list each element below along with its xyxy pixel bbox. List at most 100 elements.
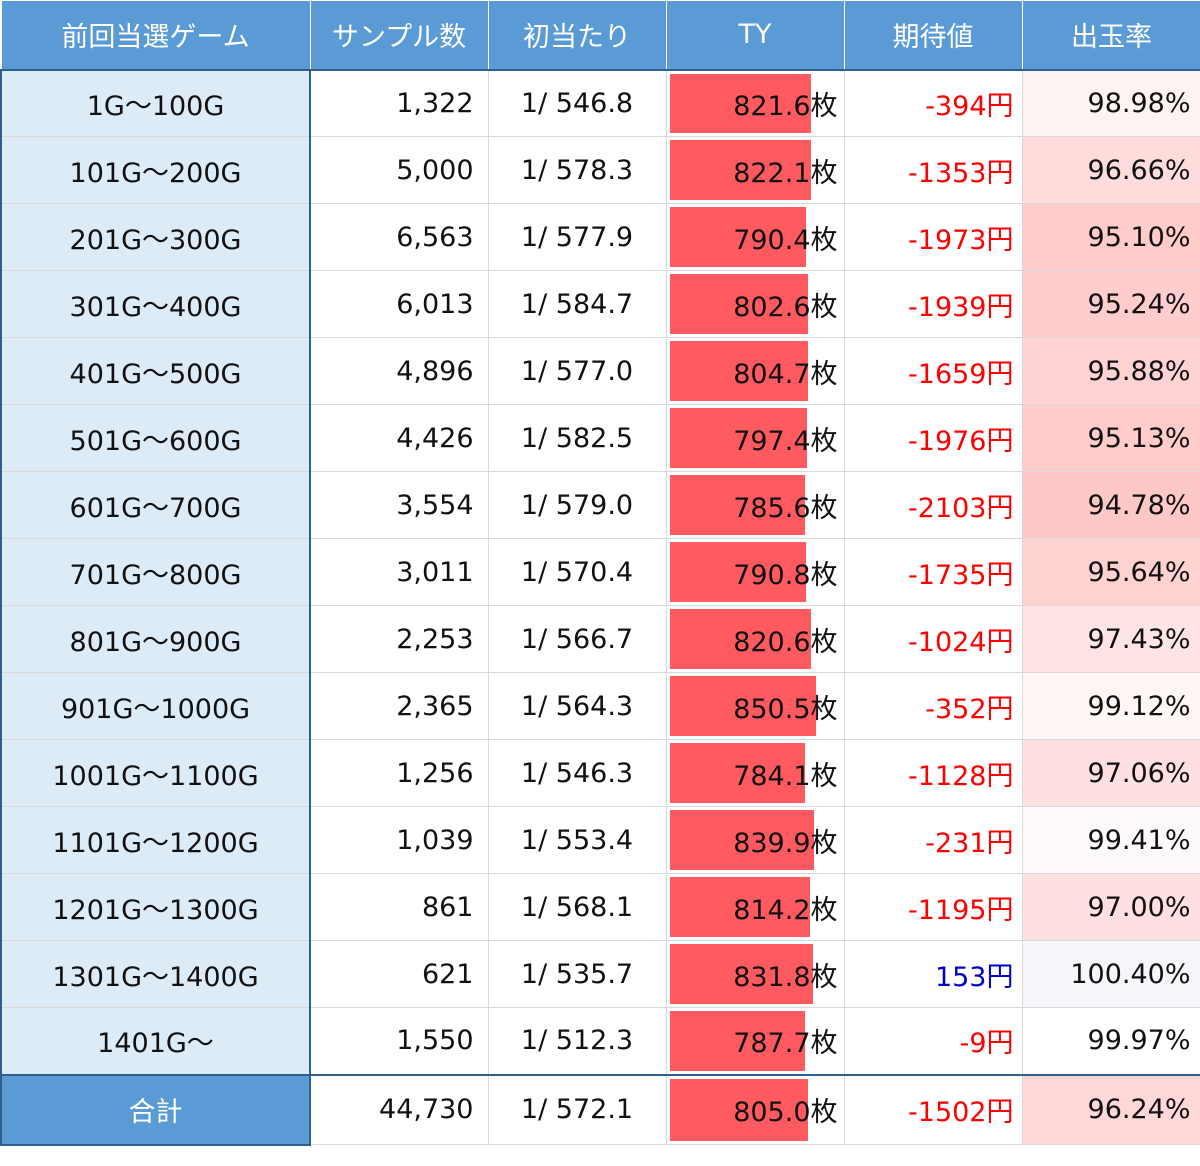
range-cell: 301G〜400G [0,270,311,338]
ty-cell: 839.9枚 [665,806,845,874]
ty-bar [669,140,811,200]
ty-cell: 805.0枚 [665,1073,845,1145]
col-header-payout-rate: 出玉率 [1021,0,1200,71]
ty-bar [669,743,805,803]
ty-cell: 820.6枚 [665,605,845,673]
range-cell: 1101G〜1200G [0,806,311,874]
first-hit-cell: 1/ 546.8 [487,69,667,137]
ty-value: 802.6枚 [733,291,838,323]
range-cell: 501G〜600G [0,404,311,472]
col-header-range: 前回当選ゲーム [0,0,311,71]
payout-rate-cell: 97.00% [1021,873,1200,941]
ty-bar [669,542,806,602]
samples-cell: 1,550 [309,1007,489,1075]
first-hit-cell: 1/ 577.0 [487,337,667,405]
ty-cell: 790.8枚 [665,538,845,606]
expected-value-cell: -231円 [843,806,1023,874]
samples-cell: 861 [309,873,489,941]
table-row: 701G〜800G 3,011 1/ 570.4 790.8枚 -1735円 95.64% [0,538,1200,606]
expected-value-cell: -1659円 [843,337,1023,405]
samples-cell: 3,011 [309,538,489,606]
first-hit-cell: 1/ 582.5 [487,404,667,472]
ty-bar [669,207,806,267]
payout-rate-cell: 96.24% [1021,1073,1200,1145]
samples-cell: 6,563 [309,203,489,271]
range-cell: 901G〜1000G [0,672,311,740]
first-hit-cell: 1/ 512.3 [487,1007,667,1075]
samples-cell: 5,000 [309,136,489,204]
expected-value-cell: -1976円 [843,404,1023,472]
ty-bar [669,475,805,535]
ty-cell: 784.1枚 [665,739,845,807]
ty-value: 814.2枚 [733,894,838,926]
ty-bar [669,1011,805,1071]
payout-rate-cell: 94.78% [1021,471,1200,539]
ty-value: 785.6枚 [733,492,838,524]
expected-value-cell: -1195円 [843,873,1023,941]
payout-rate-cell: 100.40% [1021,940,1200,1008]
ty-cell: 797.4枚 [665,404,845,472]
first-hit-cell: 1/ 564.3 [487,672,667,740]
ty-value: 822.1枚 [733,157,838,189]
ty-bar [669,609,811,669]
payout-rate-cell: 99.12% [1021,672,1200,740]
payout-rate-cell: 95.88% [1021,337,1200,405]
expected-value-cell: -1939円 [843,270,1023,338]
ty-value: 831.8枚 [733,961,838,993]
ty-bar [669,810,814,870]
ty-cell: 821.6枚 [665,69,845,137]
payout-rate-cell: 95.13% [1021,404,1200,472]
col-header-ty: TY [665,0,845,71]
ty-cell: 850.5枚 [665,672,845,740]
first-hit-cell: 1/ 577.9 [487,203,667,271]
first-hit-cell: 1/ 579.0 [487,471,667,539]
samples-cell: 3,554 [309,471,489,539]
table-row: 1301G〜1400G 621 1/ 535.7 831.8枚 153円 100.40% [0,940,1200,1008]
range-cell: 101G〜200G [0,136,311,204]
samples-cell: 44,730 [309,1073,489,1145]
samples-cell: 1,256 [309,739,489,807]
first-hit-cell: 1/ 572.1 [487,1073,667,1145]
range-cell: 201G〜300G [0,203,311,271]
expected-value-cell: -1353円 [843,136,1023,204]
ty-bar [669,274,808,334]
ty-bar [669,944,813,1004]
first-hit-cell: 1/ 566.7 [487,605,667,673]
ty-bar [669,408,807,468]
ty-cell: 787.7枚 [665,1007,845,1075]
payout-rate-cell: 96.66% [1021,136,1200,204]
table-row: 1401G〜 1,550 1/ 512.3 787.7枚 -9円 99.97% [0,1007,1200,1075]
table-body: 1G〜100G 1,322 1/ 546.8 821.6枚 -394円 98.98% 101… [0,69,1200,1146]
payout-rate-cell: 95.10% [1021,203,1200,271]
first-hit-cell: 1/ 553.4 [487,806,667,874]
range-cell: 401G〜500G [0,337,311,405]
payout-rate-cell: 99.41% [1021,806,1200,874]
ty-value: 790.8枚 [733,559,838,591]
first-hit-cell: 1/ 584.7 [487,270,667,338]
expected-value-cell: -1024円 [843,605,1023,673]
ty-cell: 790.4枚 [665,203,845,271]
payout-rate-cell: 97.43% [1021,605,1200,673]
payout-rate-cell: 98.98% [1021,69,1200,137]
expected-value-cell: -352円 [843,672,1023,740]
header-row: 前回当選ゲーム サンプル数 初当たり TY 期待値 出玉率 [0,0,1200,71]
payout-rate-cell: 99.97% [1021,1007,1200,1075]
samples-cell: 4,896 [309,337,489,405]
ty-cell: 804.7枚 [665,337,845,405]
range-cell: 701G〜800G [0,538,311,606]
first-hit-cell: 1/ 568.1 [487,873,667,941]
samples-cell: 4,426 [309,404,489,472]
payout-rate-cell: 95.24% [1021,270,1200,338]
col-header-first-hit: 初当たり [487,0,667,71]
ty-value: 787.7枚 [733,1028,838,1060]
first-hit-cell: 1/ 578.3 [487,136,667,204]
ty-value: 821.6枚 [733,90,838,122]
ty-cell: 785.6枚 [665,471,845,539]
table-row: 801G〜900G 2,253 1/ 566.7 820.6枚 -1024円 97.43% [0,605,1200,673]
col-header-samples: サンプル数 [309,0,489,71]
table-row: 201G〜300G 6,563 1/ 577.9 790.4枚 -1973円 95.10% [0,203,1200,271]
first-hit-cell: 1/ 570.4 [487,538,667,606]
range-cell: 合計 [0,1073,311,1146]
range-cell: 1401G〜 [0,1007,311,1075]
